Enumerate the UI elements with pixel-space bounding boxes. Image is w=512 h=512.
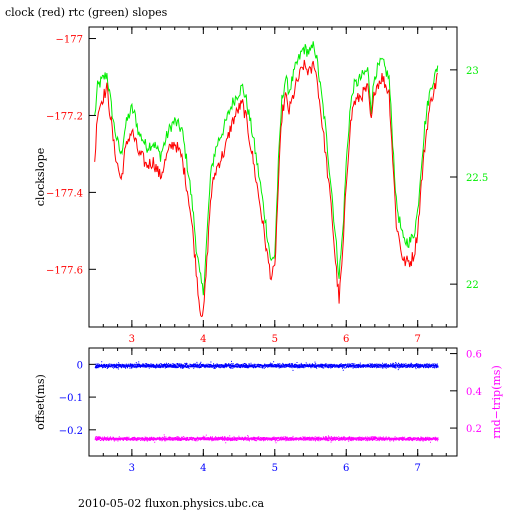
series-line-clock	[94, 59, 439, 318]
x-tick-label: 5	[272, 463, 278, 474]
y-left-tick-label: −0.1	[59, 393, 83, 404]
x-tick-label: 5	[272, 334, 278, 345]
chart-title: clock (red) rtc (green) slopes	[5, 6, 168, 19]
scatter-series-offset	[94, 360, 439, 371]
y-right-axis-label: rnd−trip(ms)	[490, 365, 503, 439]
y-left-tick-label: −177.2	[46, 111, 83, 122]
y-left-tick-label: 0	[77, 360, 83, 371]
y-right-tick-label: 0.2	[466, 424, 482, 435]
scatter-points-offset	[94, 360, 439, 371]
y-left-tick-label: −177	[56, 35, 83, 46]
top-panel: 3 4 5 6 7 −177 −177.2 −177.4 −177.6 23 22.5 22 clock…	[34, 26, 488, 345]
plot-frame	[88, 347, 458, 457]
y-right-tick-label: 23	[466, 66, 479, 77]
x-tick-label: 7	[415, 463, 421, 474]
x-tick-label: 7	[415, 334, 421, 345]
y-left-axis-label: offset(ms)	[34, 374, 47, 430]
series-line-rtc	[94, 41, 439, 296]
footer-label: 2010-05-02 fluxon.physics.ubc.ca	[78, 497, 265, 510]
y-right-tick-label: 0.4	[466, 387, 482, 398]
scatter-points-rnd-trip	[94, 434, 439, 444]
y-left-tick-label: −177.4	[46, 188, 83, 199]
x-tick-label: 6	[343, 463, 349, 474]
plot-frame	[88, 26, 458, 328]
y-left-tick-label: −177.6	[46, 265, 83, 276]
y-left-axis-label: clockslope	[34, 148, 47, 206]
x-tick-label: 6	[343, 334, 349, 345]
bottom-panel: 3 4 5 6 7 0 −0.1 −0.2 0.6 0.4 0.2 offset(ms) rnd−tri…	[34, 347, 503, 474]
y-right-tick-label: 22.5	[466, 173, 488, 184]
x-tick-label: 3	[129, 334, 135, 345]
scatter-series-rnd-trip	[94, 434, 439, 444]
x-tick-label: 3	[129, 463, 135, 474]
x-tick-label: 4	[200, 334, 206, 345]
y-left-tick-label: −0.2	[59, 426, 83, 437]
y-right-tick-label: 22	[466, 280, 479, 291]
x-tick-label: 4	[200, 463, 206, 474]
y-right-tick-label: 0.6	[466, 350, 482, 361]
